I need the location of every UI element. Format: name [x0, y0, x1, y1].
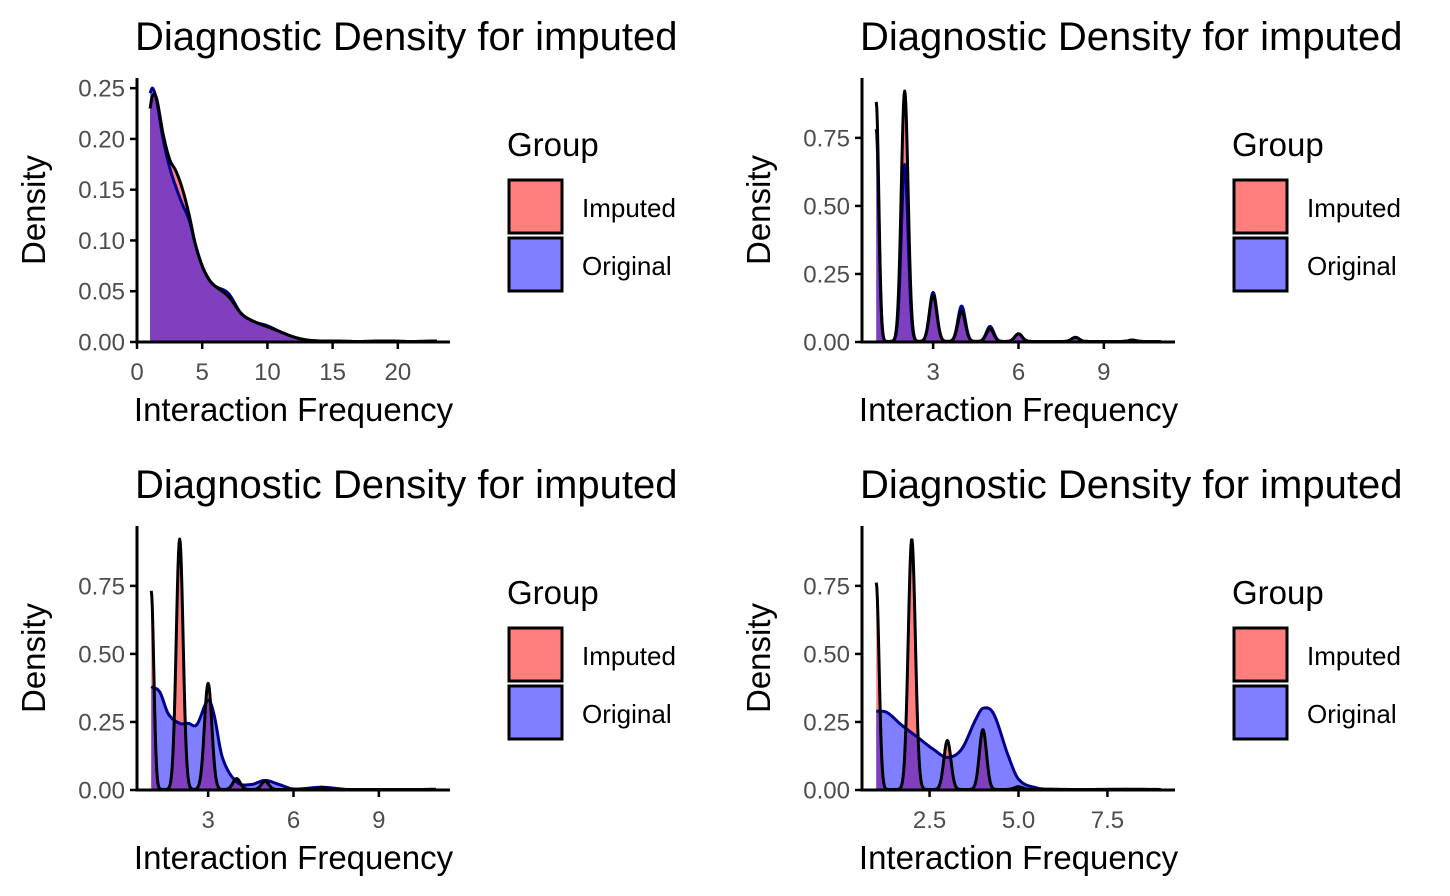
legend-label-original: Original — [582, 251, 672, 281]
chart-title: Diagnostic Density for imputed — [860, 463, 1402, 507]
y-tick-label: 0.20 — [78, 126, 125, 153]
chart-title: Diagnostic Density for imputed — [135, 15, 677, 59]
density-area-original — [876, 129, 1161, 342]
legend-label-imputed: Imputed — [582, 193, 676, 223]
legend-label-original: Original — [582, 699, 672, 729]
legend: Group Imputed Original — [507, 574, 676, 741]
legend-label-imputed: Imputed — [582, 641, 676, 671]
chart-title: Diagnostic Density for imputed — [135, 463, 677, 507]
y-tick-label: 0.00 — [803, 778, 850, 805]
y-axis-title: Density — [15, 602, 52, 713]
x-tick-label: 0 — [130, 359, 143, 386]
x-tick-label: 20 — [384, 359, 411, 386]
y-axis-title: Density — [15, 154, 52, 265]
chart-panel-4: Diagnostic Density for imputed 0.00 0.25 0.… — [725, 448, 1450, 896]
x-tick-label: 3 — [926, 359, 939, 386]
x-tick-label: 7.5 — [1091, 807, 1124, 834]
density-line-imputed — [874, 89, 1162, 343]
density-line-imputed — [874, 538, 1162, 791]
legend-key-imputed — [507, 626, 564, 683]
x-tick-label: 5 — [196, 359, 209, 386]
density-area-original — [150, 88, 437, 342]
x-axis-title: Interaction Frequency — [859, 839, 1179, 876]
density-area-original — [151, 686, 436, 790]
x-tick-label: 2.5 — [913, 807, 946, 834]
density-area-imputed — [876, 91, 1161, 342]
chart-panel-2: Diagnostic Density for imputed 0.00 0.25 0.… — [725, 0, 1450, 448]
density-area-original — [876, 707, 1161, 790]
y-tick-label: 0.50 — [803, 193, 850, 220]
x-axis-title: Interaction Frequency — [859, 391, 1179, 428]
x-tick-label: 9 — [372, 807, 385, 834]
legend-title: Group — [507, 574, 599, 611]
density-plot-4: Diagnostic Density for imputed 0.00 0.25 0.… — [740, 463, 1402, 876]
y-tick-label: 0.10 — [78, 228, 125, 255]
y-tick-label: 0.15 — [78, 177, 125, 204]
legend-label-original: Original — [1307, 251, 1397, 281]
y-tick-label: 0.25 — [803, 261, 850, 288]
legend-label-imputed: Imputed — [1307, 641, 1401, 671]
legend-key-imputed — [507, 178, 564, 235]
y-tick-label: 0.75 — [78, 573, 125, 600]
x-axis-title: Interaction Frequency — [134, 839, 454, 876]
x-tick-label: 6 — [287, 807, 300, 834]
chart-title: Diagnostic Density for imputed — [860, 15, 1402, 59]
y-tick-label: 0.00 — [78, 778, 125, 805]
y-axis-title: Density — [740, 602, 777, 713]
y-tick-label: 0.50 — [78, 641, 125, 668]
y-tick-label: 0.00 — [78, 330, 125, 357]
y-tick-label: 0.25 — [78, 709, 125, 736]
chart-panel-1: Diagnostic Density for imputed 0.00 0.05 0.… — [0, 0, 725, 448]
y-tick-label: 0.25 — [78, 76, 125, 103]
x-tick-label: 15 — [319, 359, 346, 386]
legend-title: Group — [1232, 574, 1324, 611]
density-line-original — [874, 129, 1162, 343]
legend-key-original — [507, 236, 564, 293]
legend-key-imputed — [1232, 626, 1289, 683]
legend-key-original — [1232, 236, 1289, 293]
legend-label-original: Original — [1307, 699, 1397, 729]
legend-label-imputed: Imputed — [1307, 193, 1401, 223]
x-tick-label: 9 — [1097, 359, 1110, 386]
y-tick-label: 0.00 — [803, 330, 850, 357]
x-tick-label: 6 — [1012, 359, 1025, 386]
legend: Group Imputed Original — [1232, 126, 1401, 293]
y-tick-label: 0.75 — [803, 573, 850, 600]
legend-title: Group — [507, 126, 599, 163]
x-tick-label: 3 — [201, 807, 214, 834]
chart-panel-3: Diagnostic Density for imputed 0.00 0.25 0.… — [0, 448, 725, 896]
y-tick-label: 0.50 — [803, 641, 850, 668]
y-tick-label: 0.05 — [78, 279, 125, 306]
y-tick-label: 0.25 — [803, 709, 850, 736]
density-plot-2: Diagnostic Density for imputed 0.00 0.25 0.… — [740, 15, 1402, 428]
density-plot-1: Diagnostic Density for imputed 0.00 0.05 0.… — [15, 15, 677, 428]
density-plot-3: Diagnostic Density for imputed 0.00 0.25 0.… — [15, 463, 677, 876]
legend-key-original — [507, 684, 564, 741]
legend-title: Group — [1232, 126, 1324, 163]
legend: Group Imputed Original — [507, 126, 676, 293]
legend-key-original — [1232, 684, 1289, 741]
x-tick-label: 10 — [254, 359, 281, 386]
y-tick-label: 0.75 — [803, 125, 850, 152]
legend: Group Imputed Original — [1232, 574, 1401, 741]
x-axis-title: Interaction Frequency — [134, 391, 454, 428]
y-axis-title: Density — [740, 154, 777, 265]
legend-key-imputed — [1232, 178, 1289, 235]
x-tick-label: 5.0 — [1002, 807, 1035, 834]
